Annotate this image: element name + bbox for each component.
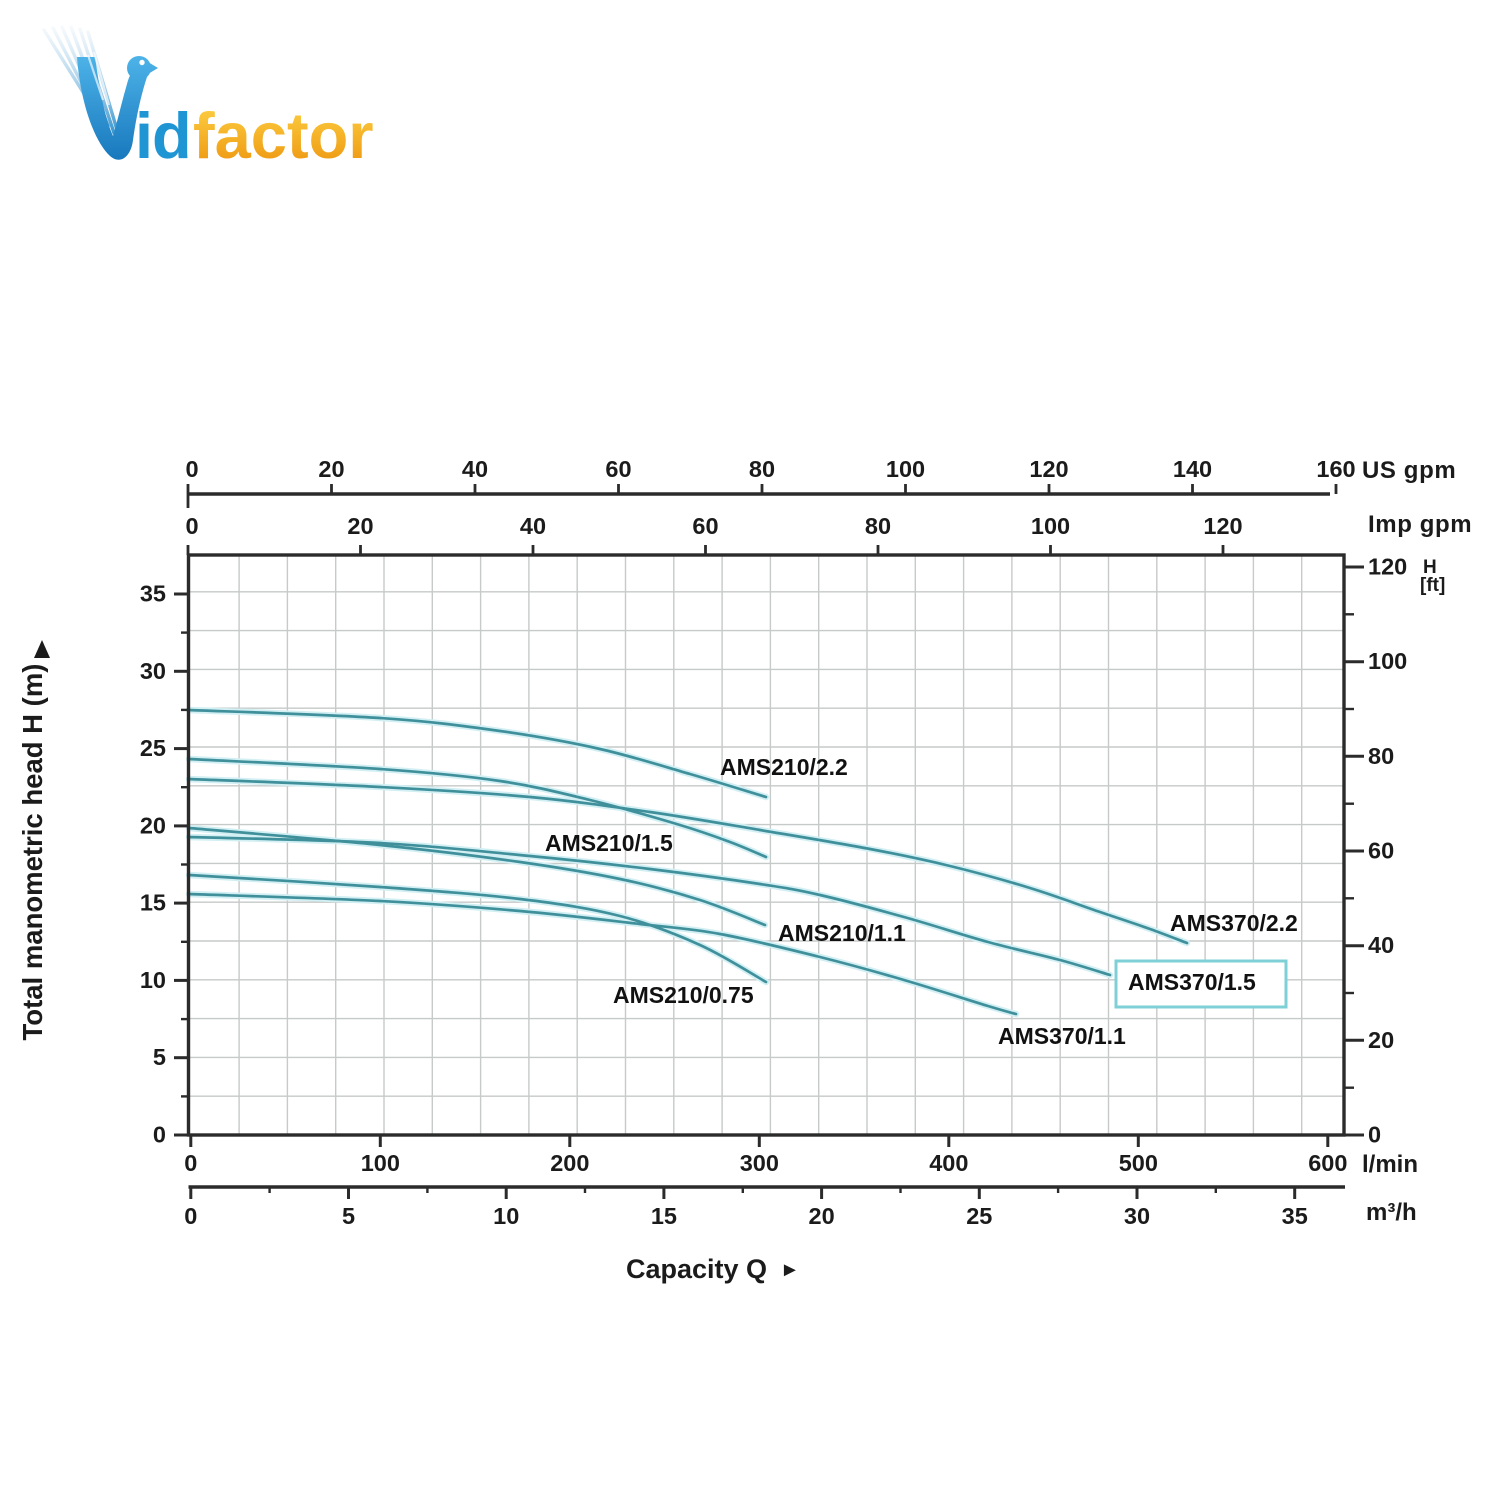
svg-text:Total manometric head H (m): Total manometric head H (m) <box>17 664 48 1041</box>
svg-text:20: 20 <box>347 513 373 539</box>
svg-text:30: 30 <box>1124 1203 1150 1229</box>
svg-text:60: 60 <box>605 456 631 482</box>
svg-text:5: 5 <box>153 1044 166 1070</box>
svg-text:►: ► <box>780 1259 800 1281</box>
svg-text:30: 30 <box>140 658 166 684</box>
svg-text:Imp gpm: Imp gpm <box>1368 511 1472 538</box>
svg-text:0: 0 <box>185 513 198 539</box>
svg-text:0: 0 <box>184 1150 197 1176</box>
svg-text:AMS210/1.5: AMS210/1.5 <box>545 830 673 856</box>
svg-text:120: 120 <box>1029 456 1068 482</box>
svg-text:25: 25 <box>140 735 166 761</box>
svg-text:m³/h: m³/h <box>1366 1199 1417 1226</box>
svg-text:20: 20 <box>809 1203 835 1229</box>
svg-text:H: H <box>1423 557 1437 578</box>
svg-text:60: 60 <box>692 513 718 539</box>
svg-text:140: 140 <box>1173 456 1212 482</box>
svg-text:40: 40 <box>1368 932 1394 958</box>
svg-text:80: 80 <box>749 456 775 482</box>
svg-text:40: 40 <box>520 513 546 539</box>
svg-text:100: 100 <box>361 1150 400 1176</box>
svg-text:40: 40 <box>462 456 488 482</box>
svg-text:15: 15 <box>651 1203 677 1229</box>
svg-text:Capacity Q: Capacity Q <box>626 1254 767 1284</box>
svg-text:[ft]: [ft] <box>1420 575 1445 596</box>
svg-text:0: 0 <box>1368 1122 1381 1148</box>
svg-text:20: 20 <box>140 812 166 838</box>
svg-text:60: 60 <box>1368 838 1394 864</box>
svg-text:400: 400 <box>929 1150 968 1176</box>
svg-text:20: 20 <box>318 456 344 482</box>
svg-text:AMS370/2.2: AMS370/2.2 <box>1170 910 1298 936</box>
svg-text:200: 200 <box>550 1150 589 1176</box>
svg-text:300: 300 <box>740 1150 779 1176</box>
svg-text:10: 10 <box>493 1203 519 1229</box>
svg-text:0: 0 <box>185 456 198 482</box>
svg-text:AMS370/1.1: AMS370/1.1 <box>998 1023 1126 1049</box>
svg-text:100: 100 <box>886 456 925 482</box>
svg-text:0: 0 <box>184 1203 197 1229</box>
svg-text:120: 120 <box>1203 513 1242 539</box>
svg-text:0: 0 <box>153 1122 166 1148</box>
svg-text:100: 100 <box>1368 648 1407 674</box>
svg-text:500: 500 <box>1119 1150 1158 1176</box>
svg-text:600: 600 <box>1308 1150 1347 1176</box>
svg-text:80: 80 <box>1368 743 1394 769</box>
svg-text:100: 100 <box>1031 513 1070 539</box>
svg-text:AMS210/1.1: AMS210/1.1 <box>778 920 906 946</box>
svg-text:160: 160 <box>1316 456 1355 482</box>
svg-text:10: 10 <box>140 967 166 993</box>
svg-text:80: 80 <box>865 513 891 539</box>
svg-text:AMS370/1.5: AMS370/1.5 <box>1128 969 1256 995</box>
svg-text:35: 35 <box>1282 1203 1308 1229</box>
svg-text:35: 35 <box>140 581 166 607</box>
svg-text:25: 25 <box>966 1203 992 1229</box>
svg-text:US gpm: US gpm <box>1362 457 1456 484</box>
svg-text:120: 120 <box>1368 554 1407 580</box>
svg-text:5: 5 <box>342 1203 355 1229</box>
svg-text:AMS210/0.75: AMS210/0.75 <box>613 982 754 1008</box>
svg-text:15: 15 <box>140 890 166 916</box>
svg-text:AMS210/2.2: AMS210/2.2 <box>720 754 848 780</box>
svg-text:factor: factor <box>193 99 374 172</box>
svg-text:20: 20 <box>1368 1027 1394 1053</box>
svg-text:l/min: l/min <box>1362 1151 1418 1178</box>
svg-text:id: id <box>135 99 191 172</box>
